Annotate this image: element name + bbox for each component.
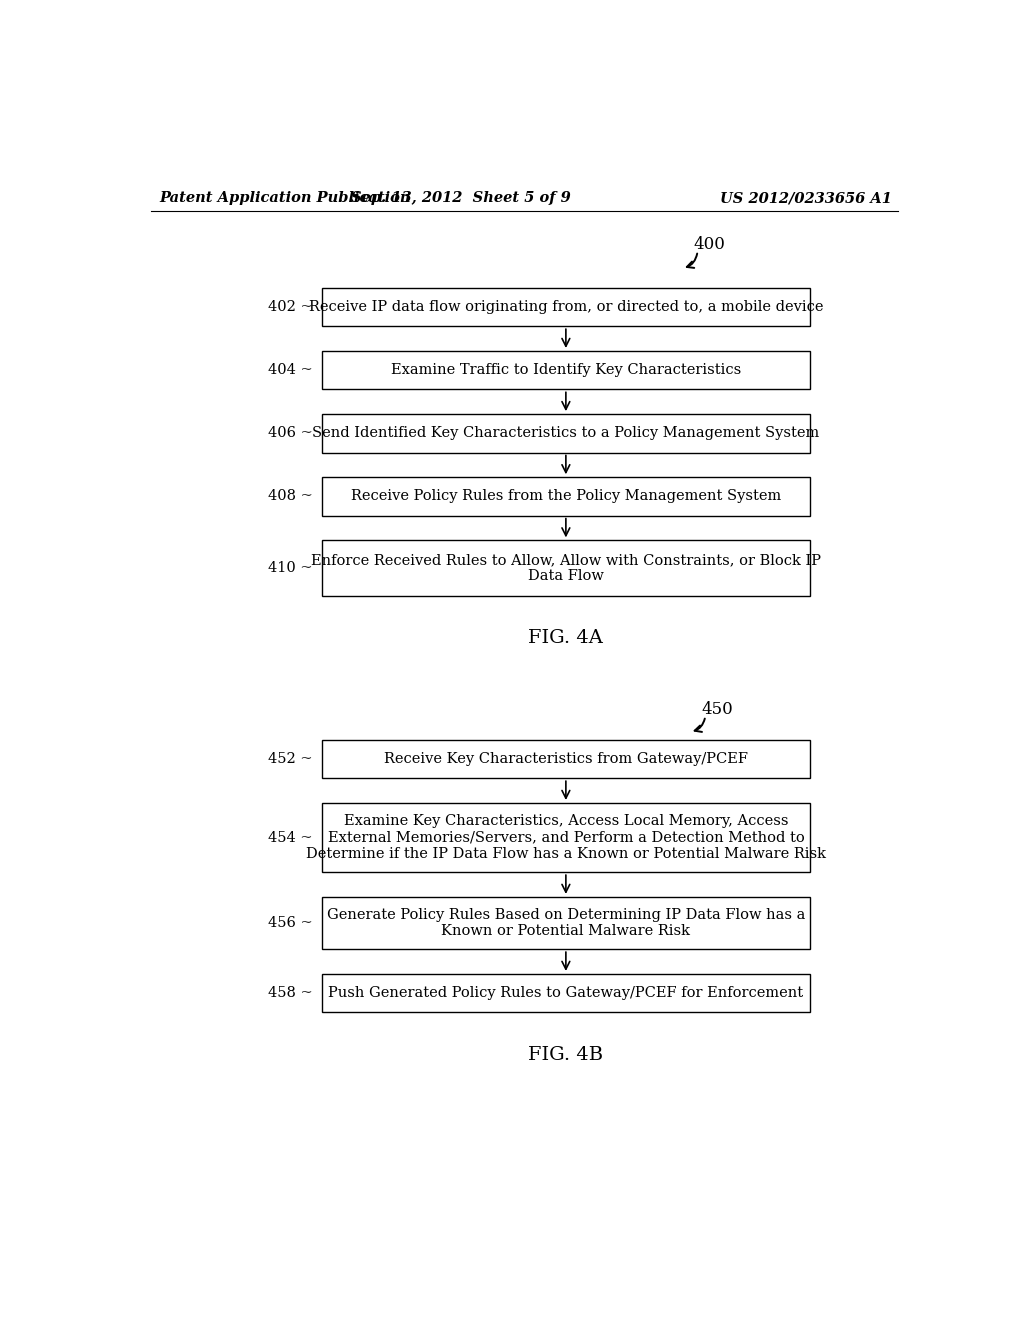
Text: Receive Policy Rules from the Policy Management System: Receive Policy Rules from the Policy Man…	[351, 490, 781, 503]
Text: Patent Application Publication: Patent Application Publication	[159, 191, 411, 206]
Text: Send Identified Key Characteristics to a Policy Management System: Send Identified Key Characteristics to a…	[312, 426, 819, 441]
Text: Examine Traffic to Identify Key Characteristics: Examine Traffic to Identify Key Characte…	[391, 363, 741, 378]
Bar	[322, 896, 810, 949]
Text: FIG. 4B: FIG. 4B	[528, 1045, 603, 1064]
Text: 456 ~: 456 ~	[267, 916, 312, 931]
Bar	[322, 974, 810, 1012]
Bar	[322, 803, 810, 873]
Text: Receive Key Characteristics from Gateway/PCEF: Receive Key Characteristics from Gateway…	[384, 752, 748, 766]
Text: Generate Policy Rules Based on Determining IP Data Flow has a
Known or Potential: Generate Policy Rules Based on Determini…	[327, 908, 805, 939]
Text: Examine Key Characteristics, Access Local Memory, Access
External Memories/Serve: Examine Key Characteristics, Access Loca…	[306, 814, 826, 861]
Bar	[322, 739, 810, 779]
Bar	[322, 478, 810, 516]
Text: 400: 400	[693, 236, 726, 253]
Text: FIG. 4A: FIG. 4A	[528, 630, 603, 647]
Text: 458 ~: 458 ~	[267, 986, 312, 1001]
Bar	[322, 540, 810, 595]
Text: 406 ~: 406 ~	[267, 426, 312, 441]
Text: Sep. 13, 2012  Sheet 5 of 9: Sep. 13, 2012 Sheet 5 of 9	[351, 191, 571, 206]
Text: 408 ~: 408 ~	[267, 490, 312, 503]
Text: 452 ~: 452 ~	[268, 752, 312, 766]
Text: 404 ~: 404 ~	[267, 363, 312, 378]
Bar	[322, 414, 810, 453]
Text: 454 ~: 454 ~	[268, 830, 312, 845]
Text: Push Generated Policy Rules to Gateway/PCEF for Enforcement: Push Generated Policy Rules to Gateway/P…	[329, 986, 804, 1001]
Bar	[322, 288, 810, 326]
Text: US 2012/0233656 A1: US 2012/0233656 A1	[720, 191, 891, 206]
Text: 450: 450	[701, 701, 733, 718]
Text: 402 ~: 402 ~	[267, 300, 312, 314]
Text: 410 ~: 410 ~	[268, 561, 312, 576]
Text: Enforce Received Rules to Allow, Allow with Constraints, or Block IP
Data Flow: Enforce Received Rules to Allow, Allow w…	[311, 553, 821, 583]
Text: Receive IP data flow originating from, or directed to, a mobile device: Receive IP data flow originating from, o…	[308, 300, 823, 314]
Bar	[322, 351, 810, 389]
